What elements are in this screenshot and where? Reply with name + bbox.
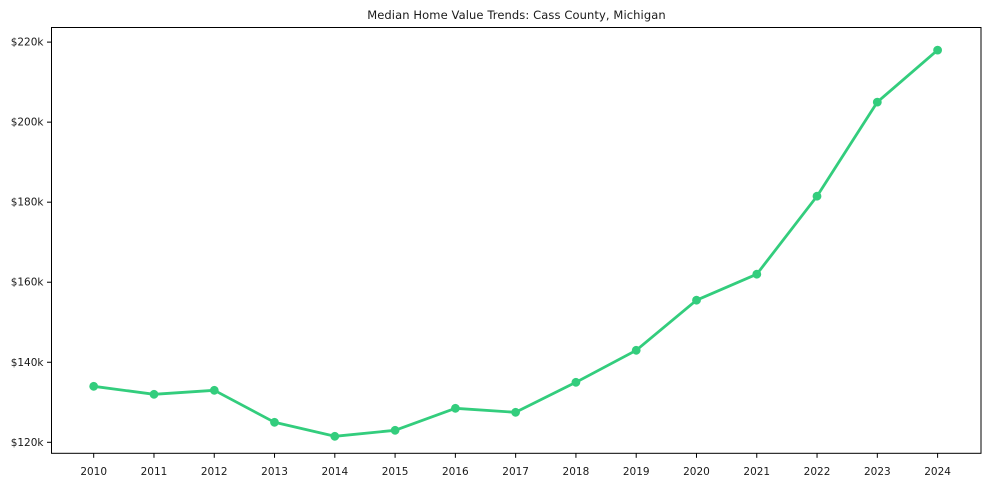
- x-tick-label: 2019: [623, 466, 650, 478]
- data-point-marker: [933, 45, 942, 55]
- x-tick-label: 2012: [201, 466, 228, 478]
- x-tick-label: 2021: [743, 466, 770, 478]
- y-tick-label: $160k: [11, 277, 45, 289]
- chart-title: Median Home Value Trends: Cass County, M…: [367, 8, 666, 22]
- x-tick-label: 2015: [382, 466, 409, 478]
- x-tick-label: 2016: [442, 466, 469, 478]
- data-point-marker: [89, 381, 99, 391]
- x-tick-label: 2014: [321, 466, 348, 478]
- y-tick-label: $140k: [11, 357, 45, 369]
- data-point-marker: [872, 97, 882, 107]
- x-tick-label: 2024: [924, 466, 951, 478]
- y-tick-label: $200k: [11, 117, 45, 129]
- x-tick-label: 2022: [804, 466, 831, 478]
- x-tick-label: 2018: [563, 466, 590, 478]
- x-tick-label: 2020: [683, 466, 710, 478]
- data-point-marker: [571, 377, 581, 387]
- x-tick-label: 2010: [80, 466, 107, 478]
- x-tick-label: 2017: [502, 466, 529, 478]
- data-line: [92, 48, 939, 438]
- data-point-marker: [149, 389, 159, 399]
- x-tick-label: 2023: [864, 466, 891, 478]
- x-tick-label: 2013: [261, 466, 288, 478]
- data-point-marker: [270, 417, 279, 427]
- data-point-marker: [390, 425, 400, 435]
- plot-border: [51, 27, 982, 454]
- data-point-marker: [511, 407, 520, 417]
- data-point-marker: [209, 385, 219, 395]
- y-tick-label: $220k: [11, 37, 45, 49]
- data-point-marker: [752, 269, 762, 279]
- y-tick-label: $120k: [11, 437, 45, 449]
- x-tick-label: 2011: [141, 466, 168, 478]
- data-point-marker: [330, 431, 340, 441]
- data-point-marker: [451, 403, 460, 413]
- data-point-marker: [692, 295, 701, 305]
- data-point-marker: [631, 345, 641, 355]
- y-tick-label: $180k: [11, 197, 45, 209]
- data-point-marker: [812, 191, 822, 201]
